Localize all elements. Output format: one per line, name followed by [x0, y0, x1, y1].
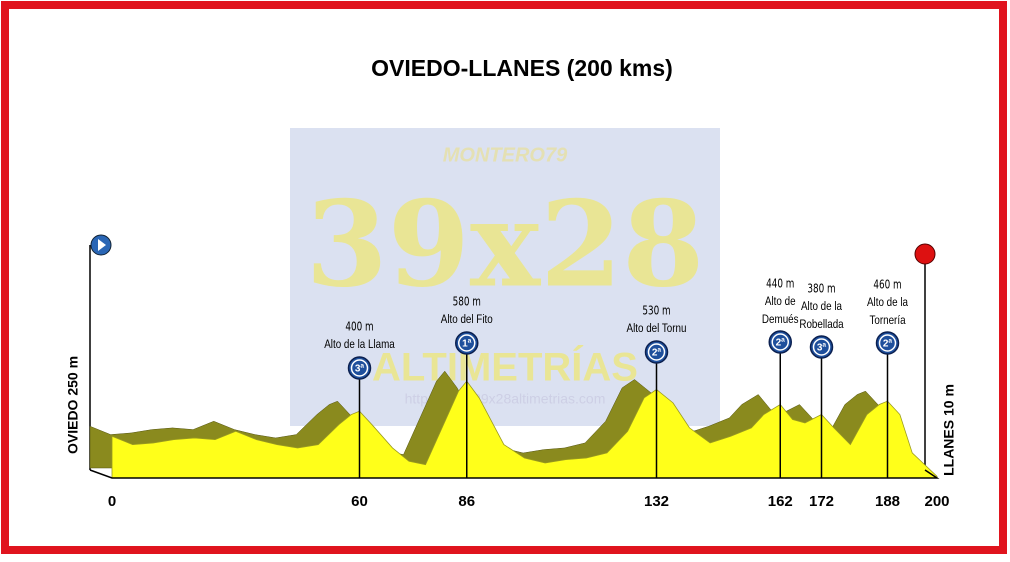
- climb-badge-ring: [647, 343, 666, 361]
- climb-altitude: 440 m: [766, 276, 794, 290]
- finish-label: LLANES 10 m: [941, 384, 957, 476]
- watermark-brand: 39x28: [306, 175, 705, 314]
- climb-name: Alto de la: [867, 296, 909, 309]
- start-label: OVIEDO 250 m: [65, 356, 81, 454]
- climb-altitude: 400 m: [345, 319, 373, 333]
- climb-badge-ring: [812, 338, 831, 356]
- climb-altitude: 580 m: [453, 294, 481, 308]
- watermark-author: MONTERO79: [443, 144, 568, 166]
- climb-name: Tornería: [869, 314, 906, 327]
- x-tick-label: 132: [644, 493, 669, 510]
- climb-name: Alto del Fito: [441, 313, 493, 326]
- chart-title: OVIEDO-LLANES (200 kms): [371, 55, 673, 81]
- start-icon-arrow: [98, 239, 106, 251]
- x-tick-label: 162: [768, 493, 793, 510]
- x-tick-label: 172: [809, 493, 834, 510]
- climb-name: Alto de: [765, 295, 796, 308]
- climb-altitude: 530 m: [642, 303, 670, 317]
- climb-badge-ring: [458, 334, 476, 352]
- x-tick-label: 86: [458, 493, 475, 510]
- climb-category: 2ª: [883, 339, 893, 350]
- finish-icon: [914, 243, 936, 265]
- climb-badge-ring: [350, 359, 369, 377]
- x-tick-label: 60: [351, 493, 368, 510]
- climb-category: 1ª: [462, 339, 472, 350]
- climb-category: 3ª: [817, 343, 827, 354]
- climb-category: 3ª: [355, 364, 365, 375]
- climb-badge-ring: [878, 334, 897, 352]
- climb-name: Alto de la: [801, 300, 843, 313]
- x-tick-label: 188: [875, 493, 900, 510]
- climb-name: Alto de la Llama: [324, 338, 395, 351]
- climb-name: Alto del Tornu: [627, 322, 687, 335]
- climb-altitude: 460 m: [873, 277, 901, 291]
- profile-base: [89, 469, 940, 479]
- x-tick-label: 200: [924, 493, 949, 510]
- watermark-sub: ALTIMETRÍAS: [372, 345, 638, 390]
- climb-altitude: 380 m: [807, 281, 835, 295]
- climb-category: 2ª: [776, 338, 786, 349]
- climb-badge-ring: [771, 333, 789, 351]
- profile-face: [111, 380, 938, 479]
- climb-name: Robellada: [799, 318, 844, 331]
- climb-category: 2ª: [652, 348, 662, 359]
- x-tick-label: 0: [108, 493, 116, 510]
- climb-name: Demués: [762, 313, 799, 326]
